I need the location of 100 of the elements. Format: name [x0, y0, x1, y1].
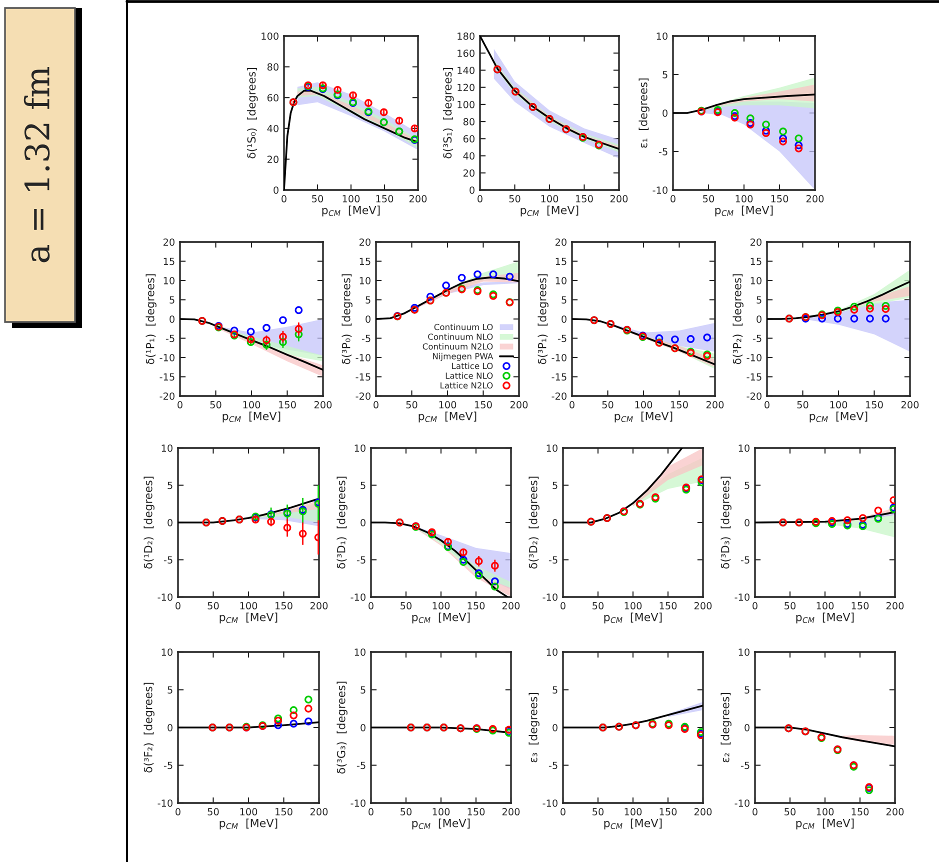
y-tick-label: -15	[746, 373, 762, 381]
y-axis-title: δ(³S₁) [degrees]	[443, 68, 454, 158]
x-tick-label: 200	[310, 602, 328, 610]
y-tick-label: 0	[168, 724, 172, 732]
y-tick-label: 0	[360, 724, 366, 732]
x-tick-label: 0	[570, 401, 574, 408]
y-tick-label: -5	[356, 762, 366, 770]
y-tick-label: -5	[164, 556, 172, 564]
y-tick-label: 5	[168, 686, 172, 694]
y-tick-label: 0	[744, 518, 750, 526]
x-tick-label: 200	[886, 602, 904, 610]
x-axis-title: p$_{CM}$ [MeV]	[220, 612, 278, 624]
y-tick-label: 20	[555, 238, 566, 246]
x-axis-title: p$_{CM}$ [MeV]	[604, 818, 662, 830]
x-axis-title: p$_{CM}$ [MeV]	[614, 412, 672, 422]
y-tick-label: 10	[162, 648, 172, 656]
y-tick-label: 15	[164, 258, 174, 266]
x-tick-label: 200	[886, 808, 904, 816]
x-tick-label: 50	[400, 808, 412, 816]
y-tick-label: -15	[160, 373, 174, 381]
y-tick-label: 120	[458, 84, 474, 92]
y-tick-label: -5	[740, 762, 750, 770]
x-tick-label: 150	[671, 401, 688, 408]
text: a = 1.32 fm	[24, 67, 50, 262]
x-tick-label: 200	[694, 602, 712, 610]
y-tick-label: -5	[362, 334, 370, 342]
x-tick-label: 50	[406, 401, 418, 408]
x-axis-title: p$_{CM}$ [MeV]	[322, 206, 380, 216]
y-tick-label: -10	[542, 799, 558, 807]
legend-label: Lattice N2LO	[440, 382, 493, 389]
x-tick-label: 50	[784, 808, 796, 816]
y-tick-label: 5	[360, 482, 366, 490]
y-tick-label: 0	[744, 724, 750, 732]
y-tick-label: 0	[170, 315, 174, 323]
y-tick-label: 5	[756, 296, 762, 304]
x-tick-label: 100	[240, 808, 258, 816]
x-tick-label: 200	[510, 401, 528, 408]
y-tick-label: -20	[356, 392, 370, 400]
y-tick-label: 5	[552, 482, 558, 490]
y-tick-label: 0	[360, 518, 366, 526]
y-tick-label: 20	[267, 156, 278, 164]
y-tick-label: 20	[463, 169, 474, 177]
y-tick-label: -5	[164, 762, 172, 770]
y-tick-label: -5	[658, 148, 668, 156]
y-tick-label: 180	[458, 32, 474, 40]
y-axis-title: ε₁ [degrees]	[638, 78, 650, 148]
y-tick-label: 15	[556, 258, 566, 266]
y-tick-label: -5	[558, 334, 566, 342]
y-axis-title: δ(³F₂) [degrees]	[144, 682, 154, 772]
y-tick-label: 0	[552, 724, 558, 732]
y-tick-label: -10	[746, 354, 762, 362]
x-axis-title: p$_{CM}$ [MeV]	[810, 412, 868, 422]
y-tick-label: -20	[552, 392, 566, 400]
x-tick-label: 200	[610, 195, 628, 202]
x-tick-label: 100	[830, 401, 848, 408]
y-tick-label: 0	[552, 518, 558, 526]
y-axis-title: ε₃ [degrees]	[528, 693, 540, 762]
y-tick-label: 5	[168, 482, 172, 490]
y-tick-label: 60	[463, 135, 474, 142]
y-axis-title: δ(¹P₁) [degrees]	[146, 274, 156, 364]
y-tick-label: 0	[756, 315, 762, 323]
x-axis-title: p$_{CM}$ [MeV]	[796, 612, 854, 624]
y-tick-label: -20	[160, 392, 174, 400]
x-axis-title: p$_{CM}$ [MeV]	[412, 612, 470, 624]
y-tick-label: 5	[744, 482, 750, 490]
x-tick-label: 150	[852, 808, 869, 816]
x-tick-label: 0	[478, 195, 482, 202]
y-tick-label: -10	[552, 354, 566, 362]
y-axis-title: δ(³D₂) [degrees]	[528, 476, 540, 569]
x-axis-title: p$_{CM}$ [MeV]	[220, 818, 278, 830]
y-tick-label: -10	[350, 799, 366, 807]
x-axis-title: p$_{CM}$ [MeV]	[520, 206, 578, 216]
y-tick-label: 20	[163, 238, 174, 246]
x-tick-label: 150	[660, 602, 677, 610]
x-tick-label: 50	[509, 195, 520, 202]
y-tick-label: 10	[162, 444, 172, 452]
legend-label: Continuum LO	[434, 324, 493, 330]
x-tick-label: 50	[703, 195, 714, 202]
y-tick-label: -15	[552, 373, 566, 381]
y-axis-title: δ(¹S₀) [degrees]	[247, 68, 258, 158]
y-tick-label: -10	[356, 354, 370, 362]
y-tick-label: -5	[740, 556, 750, 564]
y-tick-label: -5	[166, 334, 174, 342]
x-tick-label: 150	[376, 195, 394, 202]
y-axis-title: δ(³D₃) [degrees]	[720, 476, 732, 569]
legend-label: Lattice LO	[452, 362, 493, 370]
y-axis-title: δ(³P₀) [degrees]	[342, 274, 352, 364]
y-axis-title: δ(³P₂) [degrees]	[732, 274, 744, 364]
x-tick-label: 50	[784, 602, 796, 610]
x-tick-label: 100	[432, 808, 450, 816]
x-tick-label: 0	[176, 808, 180, 816]
x-tick-label: 100	[624, 602, 642, 610]
x-tick-label: 0	[764, 401, 770, 408]
y-tick-label: -5	[548, 556, 558, 564]
y-tick-label: 10	[656, 32, 668, 40]
y-tick-label: 10	[354, 444, 366, 452]
x-tick-label: 0	[176, 602, 180, 610]
x-tick-label: 50	[602, 401, 614, 408]
y-tick-label: -10	[542, 593, 558, 601]
x-tick-label: 50	[400, 602, 412, 610]
